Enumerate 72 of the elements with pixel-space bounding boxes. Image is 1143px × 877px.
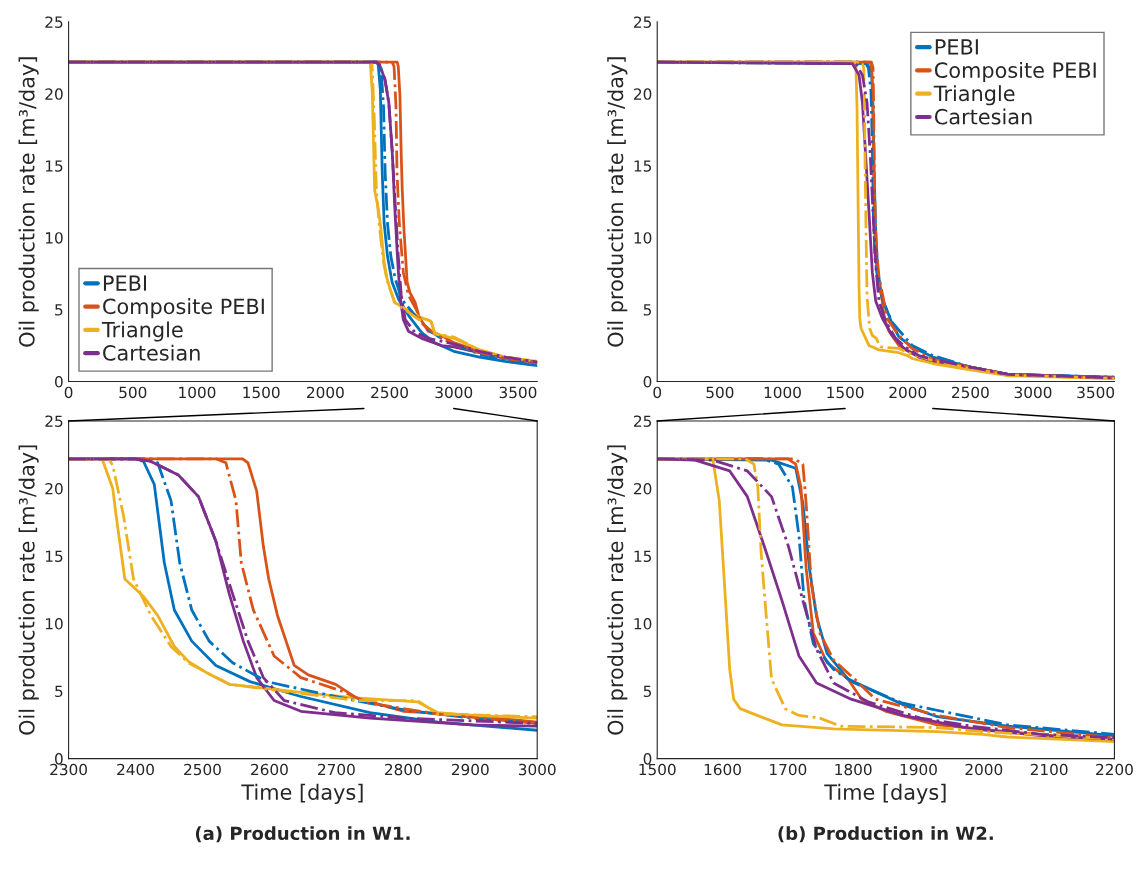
x-tick-label: 0 (64, 386, 73, 399)
x-tick-label: 3500 (499, 386, 537, 399)
legend-label: Triangle (933, 85, 1015, 106)
y-axis-title: Oil production rate [m³/day] (18, 57, 39, 347)
y-tick-label: 10 (45, 232, 63, 244)
x-tick-label: 0 (653, 386, 662, 399)
legend-label: Cartesian (934, 108, 1032, 125)
x-tick-label: 2100 (1030, 763, 1068, 776)
y-tick-label: 25 (45, 415, 63, 427)
y-axis-title: Oil production rate [m³/day] (607, 57, 628, 347)
y-tick-label: 20 (634, 88, 652, 100)
y-tick-label: 15 (45, 160, 63, 172)
y-tick-label: 0 (55, 375, 63, 388)
x-tick-label: 2300 (50, 763, 88, 776)
x-tick-label: 2900 (451, 763, 489, 776)
x-tick-label: 2000 (889, 386, 927, 399)
y-tick-label: 10 (634, 232, 652, 244)
x-tick-label: 2200 (1096, 763, 1133, 776)
x-tick-label: 2500 (952, 386, 989, 399)
x-tick-label: 3000 (435, 386, 473, 399)
x-tick-label: 2500 (371, 386, 408, 399)
y-tick-label: 25 (634, 415, 652, 427)
legend-label: PEBI (103, 275, 147, 291)
y-tick-label: 5 (55, 304, 63, 316)
x-tick-label: 2000 (965, 763, 1003, 776)
y-axis-title: Oil production rate [m³/day] (607, 445, 628, 735)
legend-label: Triangle (101, 321, 183, 342)
text: (a) Production in W1. (195, 826, 410, 843)
x-tick-label: 1600 (704, 763, 741, 776)
y-tick-label: 5 (643, 304, 652, 316)
x-axis-title: Time [days] (241, 783, 363, 804)
x-tick-label: 2500 (184, 763, 221, 776)
y-tick-label: 0 (643, 375, 652, 388)
y-axis-title: Oil production rate [m³/day] (18, 445, 39, 735)
legend-label: PEBI (935, 39, 978, 55)
x-tick-label: 1000 (179, 386, 216, 399)
legend-label: Composite PEBI (934, 61, 1096, 83)
y-tick-label: 0 (643, 753, 652, 765)
legend-label: Cartesian (103, 344, 200, 361)
y-tick-label: 5 (643, 685, 652, 698)
x-tick-label: 2600 (251, 763, 288, 776)
x-tick-label: 2400 (117, 763, 154, 776)
x-tick-label: 2000 (307, 386, 344, 399)
y-tick-label: 25 (45, 16, 63, 28)
y-tick-label: 15 (45, 550, 63, 563)
y-tick-label: 0 (55, 753, 63, 765)
y-tick-label: 20 (45, 88, 63, 100)
x-tick-label: 1800 (835, 763, 872, 776)
y-tick-label: 25 (634, 16, 652, 28)
y-tick-label: 5 (55, 685, 63, 698)
y-tick-label: 20 (634, 482, 652, 495)
y-tick-label: 10 (634, 618, 652, 630)
y-tick-label: 15 (634, 550, 652, 563)
x-tick-label: 500 (706, 386, 734, 399)
x-tick-label: 1500 (827, 386, 864, 399)
y-tick-label: 10 (45, 618, 63, 630)
x-tick-label: 3000 (1014, 386, 1052, 399)
x-tick-label: 3000 (518, 763, 556, 776)
text: (b) Production in W2. (778, 826, 993, 843)
x-tick-label: 3500 (1077, 386, 1115, 399)
x-tick-label: 1500 (243, 386, 280, 399)
legend-label: Composite PEBI (103, 298, 264, 319)
x-tick-label: 1000 (764, 386, 801, 399)
x-tick-label: 2800 (384, 763, 422, 776)
x-tick-label: 1500 (639, 763, 676, 776)
x-tick-label: 500 (119, 386, 147, 399)
x-tick-label: 1700 (770, 763, 807, 776)
x-tick-label: 1900 (900, 763, 937, 776)
y-tick-label: 20 (45, 482, 63, 495)
x-axis-title: Time [days] (824, 783, 946, 804)
y-tick-label: 15 (634, 160, 652, 172)
x-tick-label: 2700 (318, 763, 355, 776)
